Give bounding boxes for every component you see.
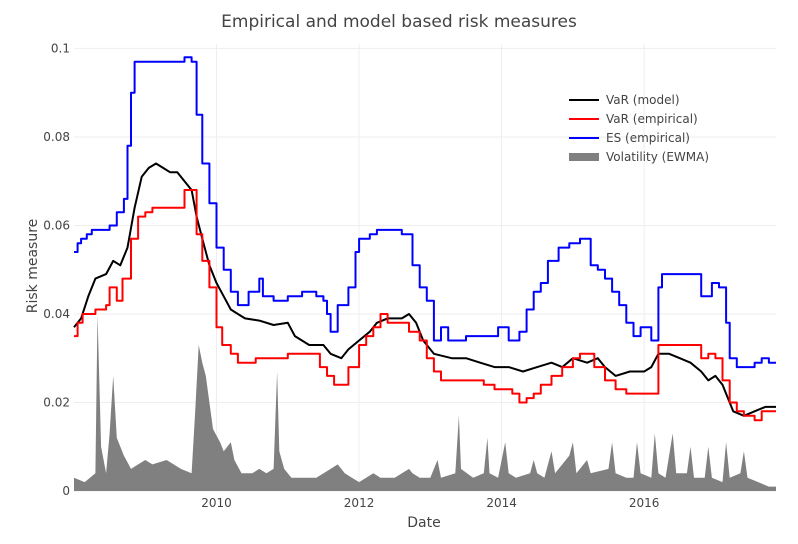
series-es-empirical (74, 56, 776, 369)
x-tick-label: 2014 (486, 496, 517, 510)
x-tick-label: 2010 (201, 496, 232, 510)
legend-swatch (569, 153, 599, 161)
y-tick-label: 0.02 (43, 395, 70, 409)
grid-lines (74, 44, 776, 492)
y-tick-label: 0.08 (43, 130, 70, 144)
legend-entry: Volatility (EWMA) (606, 150, 709, 164)
x-tick-label: 2012 (344, 496, 375, 510)
y-tick-label: 0.06 (43, 218, 70, 232)
legend-entry: VaR (model) (606, 93, 680, 107)
series-var-empirical (74, 189, 776, 422)
y-tick-labels: 0 0.02 0.04 0.06 0.08 0.1 (43, 41, 70, 498)
series-var-model (73, 162, 776, 417)
x-axis-title: Date (407, 515, 440, 531)
y-tick-label: 0.1 (51, 41, 70, 55)
x-tick-labels: 2010 2012 2014 2016 (201, 496, 659, 510)
y-tick-label: 0.04 (43, 307, 70, 321)
legend-entry: ES (empirical) (606, 131, 690, 145)
volatility-area-layer (74, 314, 776, 491)
legend-entry: VaR (empirical) (606, 112, 698, 126)
series-volatility-ewma (74, 314, 776, 491)
legend: VaR (model) VaR (empirical) ES (empirical)… (569, 93, 709, 164)
y-axis-title: Risk measure (25, 219, 41, 314)
x-tick-label: 2016 (629, 496, 660, 510)
series-lines-layer (73, 56, 776, 422)
chart-title: Empirical and model based risk measures (221, 12, 577, 32)
y-tick-label: 0 (62, 484, 70, 498)
